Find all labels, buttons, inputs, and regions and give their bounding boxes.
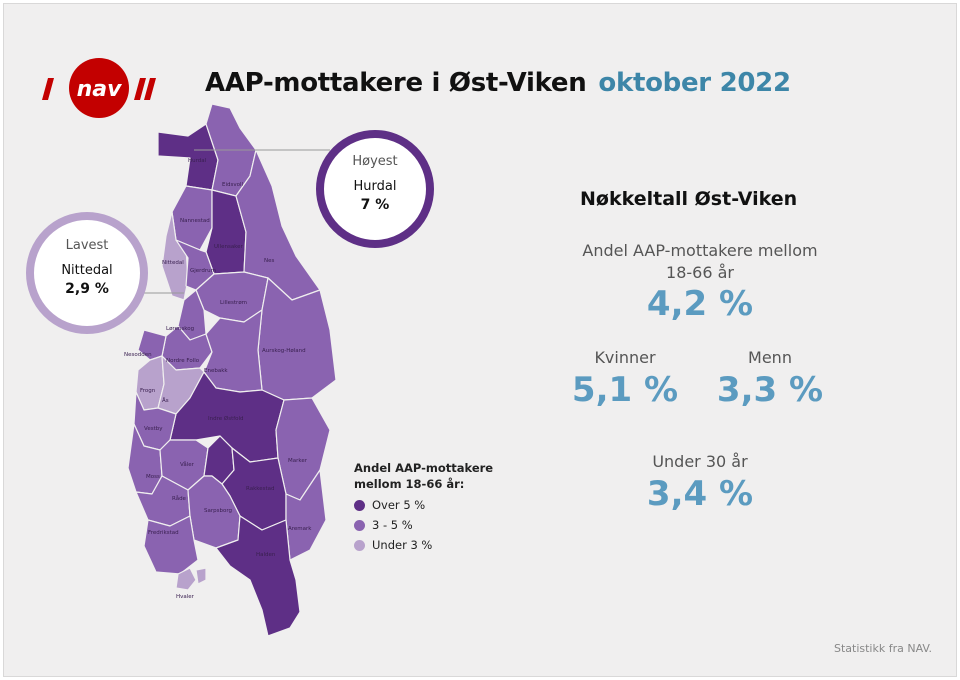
region-nes — [235, 149, 321, 301]
women-value: 5,1 % — [571, 370, 679, 410]
map-label-moss: Moss — [146, 474, 160, 480]
under30-value: 3,4 % — [646, 474, 754, 514]
map-label-gjerdrum: Gjerdrum — [190, 268, 216, 274]
logo-text: nav — [77, 77, 123, 102]
map-label-nannestad: Nannestad — [180, 218, 210, 224]
map-label-aremark: Aremark — [288, 526, 312, 532]
region-halden — [215, 515, 301, 637]
map-label-sarpsborg: Sarpsborg — [204, 508, 232, 514]
map-label-hvaler: Hvaler — [176, 594, 195, 600]
map-label-rade: Råde — [172, 495, 187, 502]
legend-swatch-under3 — [354, 539, 365, 551]
map-label-lillestrom: Lillestrøm — [220, 300, 247, 306]
highest-label: Høyest — [352, 154, 398, 169]
region-hvaler-2 — [195, 567, 207, 585]
total-caption: Andel AAP-mottakere mellom 18-66 år — [582, 241, 818, 282]
map-label-halden: Halden — [256, 552, 276, 558]
legend-title: Andel AAP-mottakere mellom 18-66 år: — [354, 461, 494, 491]
key-figures-heading: Nøkkeltall Øst-Viken — [580, 188, 798, 210]
map-label-ullensaker: Ullensaker — [214, 244, 244, 250]
women-caption: Kvinner — [594, 348, 656, 367]
map-label-frogn: Frogn — [140, 388, 156, 394]
map-label-hurdal: Hurdal — [188, 158, 207, 164]
map-label-eidsvoll: Eidsvoll — [222, 182, 244, 188]
men-caption: Menn — [748, 348, 792, 367]
legend-swatch-over5 — [354, 499, 365, 511]
source-footer: Statistikk fra NAV. — [833, 642, 932, 655]
region-enebakk — [203, 309, 263, 393]
total-value: 4,2 % — [646, 284, 754, 324]
map-label-nes: Nes — [264, 258, 274, 264]
lowest-callout: Lavest Nittedal 2,9 % — [26, 212, 148, 334]
legend-label-mid: 3 - 5 % — [372, 518, 413, 532]
legend-item-under3: Under 3 % — [354, 538, 504, 552]
men-value: 3,3 % — [716, 370, 824, 410]
title-text: AAP-mottakere i Øst-Viken — [205, 68, 587, 98]
legend-label-under3: Under 3 % — [372, 538, 433, 552]
map-label-fredrikstad: Fredrikstad — [148, 530, 179, 536]
lowest-value: 2,9 % — [65, 281, 109, 297]
map-label-lorenskog: Lørenskog — [166, 326, 194, 332]
map-label-nesodden: Nesodden — [124, 352, 152, 358]
map-label-indre-ostfold: Indre Østfold — [208, 415, 244, 422]
region-fredrikstad — [143, 515, 199, 575]
map-label-vestby: Vestby — [144, 426, 163, 432]
legend-label-over5: Over 5 % — [372, 498, 426, 512]
legend-swatch-mid — [354, 519, 365, 531]
title-date: oktober 2022 — [598, 68, 791, 98]
legend-item-over5: Over 5 % — [354, 498, 504, 512]
map-label-vaaler: Våler — [180, 461, 195, 468]
map-label-nittedal: Nittedal — [162, 260, 184, 266]
map-label-nordre-follo: Nordre Follo — [166, 358, 200, 364]
map-label-as: Ås — [162, 397, 169, 404]
lowest-label: Lavest — [65, 238, 109, 253]
map-label-enebakk: Enebakk — [204, 368, 228, 374]
highest-value: 7 % — [360, 197, 390, 213]
lowest-municipality: Nittedal — [61, 263, 113, 278]
highest-municipality: Hurdal — [353, 179, 397, 194]
map-legend: Andel AAP-mottakere mellom 18-66 år: Ove… — [354, 460, 504, 552]
map-label-marker: Marker — [288, 458, 308, 464]
nav-logo: nav — [42, 58, 156, 118]
region-hvaler — [175, 567, 197, 591]
map-label-rakkestad: Rakkestad — [246, 486, 275, 492]
under30-caption: Under 30 år — [652, 452, 748, 471]
legend-item-mid: 3 - 5 % — [354, 518, 504, 532]
page-title: AAP-mottakere i Øst-Viken oktober 2022 — [205, 68, 791, 98]
map-label-aurskog: Aurskog-Høland — [262, 348, 306, 354]
highest-callout: Høyest Hurdal 7 % — [316, 130, 434, 248]
